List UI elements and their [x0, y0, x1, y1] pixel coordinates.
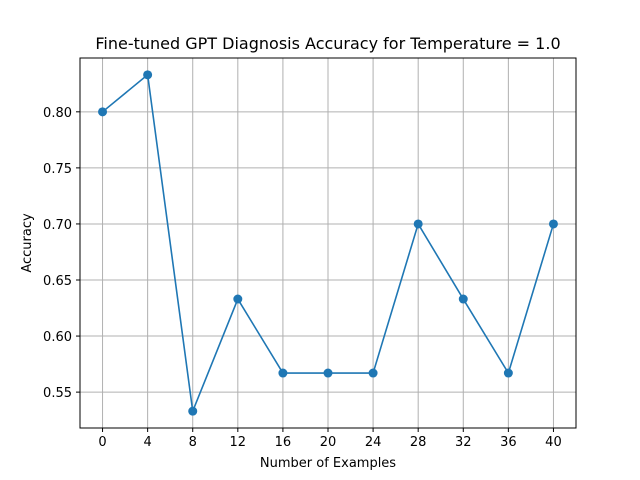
- x-tick-label: 32: [455, 435, 472, 450]
- data-point: [458, 294, 468, 304]
- data-point: [143, 70, 153, 80]
- x-axis-label: Number of Examples: [260, 456, 396, 471]
- data-point: [503, 368, 513, 378]
- x-tick-label: 12: [230, 435, 247, 450]
- x-tick-label: 36: [500, 435, 517, 450]
- x-tick-label: 4: [143, 435, 151, 450]
- data-point: [98, 107, 108, 117]
- data-point: [188, 406, 198, 416]
- x-tick-label: 40: [545, 435, 562, 450]
- data-point: [548, 219, 558, 229]
- y-axis-ticks: 0.55 0.60 0.65 0.70 0.75 0.80: [43, 106, 80, 401]
- x-tick-label: 16: [275, 435, 292, 450]
- data-point: [368, 368, 378, 378]
- data-point: [323, 368, 333, 378]
- x-tick-label: 24: [365, 435, 382, 450]
- data-point: [278, 368, 288, 378]
- x-tick-label: 0: [98, 435, 106, 450]
- x-tick-label: 28: [410, 435, 427, 450]
- y-tick-label: 0.55: [43, 386, 72, 401]
- x-tick-label: 20: [320, 435, 337, 450]
- y-tick-label: 0.70: [43, 218, 72, 233]
- x-tick-label: 8: [189, 435, 197, 450]
- x-axis-ticks: 0 4 8 12 16 20 24 28 32 36 40: [98, 428, 562, 450]
- series: [98, 70, 558, 416]
- y-tick-label: 0.75: [43, 162, 72, 177]
- chart-title: Fine-tuned GPT Diagnosis Accuracy for Te…: [95, 34, 560, 53]
- y-tick-label: 0.65: [43, 274, 72, 289]
- data-point: [413, 219, 423, 229]
- grid: [80, 58, 576, 428]
- y-tick-label: 0.80: [43, 106, 72, 121]
- y-axis-label: Accuracy: [20, 213, 35, 273]
- data-point: [233, 294, 243, 304]
- y-tick-label: 0.60: [43, 330, 72, 345]
